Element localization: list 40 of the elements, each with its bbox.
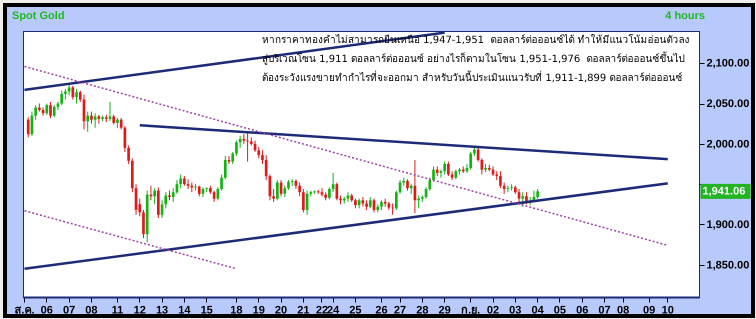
x-tick-label: 06 [40,304,53,316]
x-tick-label: 26 [375,304,388,316]
x-tick-label: 19 [252,304,265,316]
y-tick-label: 1,900.00 [706,218,750,231]
x-tick-label: 24 [326,304,340,316]
x-tick-label: 10 [662,304,674,316]
x-tick-label: 09 [643,304,656,316]
y-tick-label: 2,000.00 [706,138,750,150]
x-tick-label: ส.ค. [14,304,35,316]
x-tick-label: 22 [316,304,328,316]
x-tick-label: 18 [230,304,243,316]
x-tick-label: ก.ย. [461,304,480,316]
x-tick-label: 05 [554,304,566,316]
y-tick-label: 2,050.00 [706,98,750,110]
text: 1,941.06 [702,185,746,198]
x-tick-label: 04 [532,304,545,316]
x-tick-label: 06 [576,304,588,316]
x-tick-label: 29 [438,304,451,316]
x-tick-label: 07 [598,304,611,316]
x-tick-label: 28 [416,304,428,316]
x-tick-label: 15 [200,304,213,316]
annotation: ต้องระวังแรงขายทำกำไรที่จะออกมา สำหรับวันนี้ประเมินแนวรับที่ 1,911-1,899 ดอลลาร์ต่อออนซ์ [262,73,682,84]
x-tick-label: 08 [85,304,98,316]
x-tick-label: 25 [349,304,362,316]
chart-title: Spot Gold [12,10,65,22]
x-tick-label: 08 [617,304,630,316]
annotation: สู่บริเวณโซน 1,911 ดอลลาร์ต่อออนซ์ อย่างไรก็ตามในโซน 1,951-1,976 ดอลลาร์ต่อออนซ์ขึ้นไป [262,54,685,65]
x-tick-label: 14 [178,304,192,316]
x-tick-label: 02 [486,304,500,316]
x-tick-label: 27 [394,304,406,316]
x-tick-label: 11 [112,304,124,316]
x-tick-label: 21 [297,304,310,316]
x-tick-label: 07 [62,304,76,316]
chart-subtitle: 4 hours [665,10,705,22]
x-tick-label: 13 [156,304,168,316]
x-tick-label: 03 [509,304,522,316]
x-tick-label: 12 [134,304,146,316]
y-tick-label: 1,850.00 [706,259,750,272]
y-tick-label: 2,100.00 [706,58,750,70]
x-tick-label: 20 [274,304,288,316]
